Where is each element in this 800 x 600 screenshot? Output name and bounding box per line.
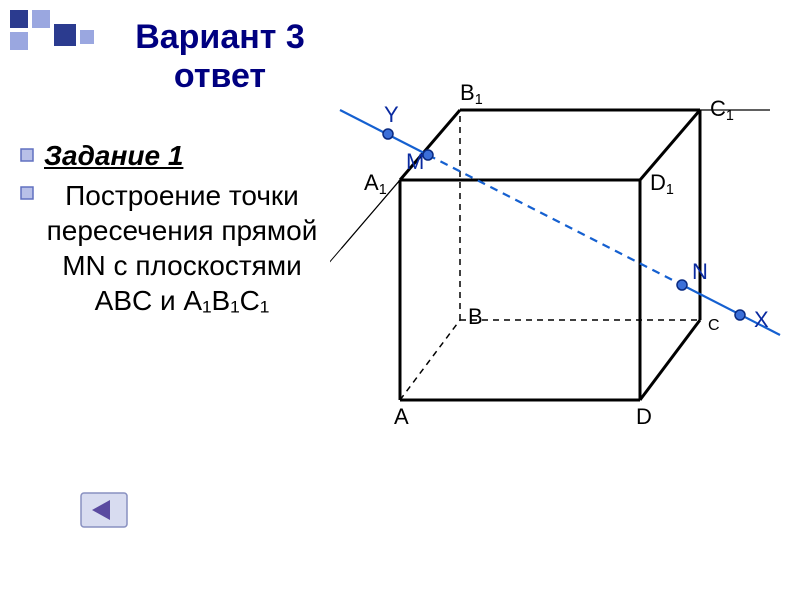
bullet-task-body: Построение точки пересечения прямой MN с… xyxy=(20,178,320,318)
slide-title: Вариант 3 ответ xyxy=(90,18,350,96)
svg-text:C1: C1 xyxy=(710,96,734,124)
task-heading-text: Задание 1 xyxy=(44,140,183,172)
cube-svg: A D B C A1 D1 B1 C1 YM N X xyxy=(330,80,790,440)
bullet-task-heading: Задание 1 xyxy=(20,140,320,172)
svg-text:Y: Y xyxy=(384,102,399,127)
svg-text:B1: B1 xyxy=(460,80,483,108)
svg-text:A1: A1 xyxy=(364,170,387,198)
nav-back-button[interactable] xyxy=(80,492,128,528)
bullet-icon xyxy=(20,186,34,200)
svg-text:C: C xyxy=(708,317,720,334)
svg-text:M: M xyxy=(406,149,424,174)
svg-text:D1: D1 xyxy=(650,170,674,198)
svg-text:N: N xyxy=(692,259,708,284)
svg-text:X: X xyxy=(754,307,769,332)
task-body-text: Построение точки пересечения прямой MN с… xyxy=(44,178,320,318)
svg-text:B: B xyxy=(468,304,483,329)
svg-text:A: A xyxy=(394,404,409,429)
svg-text:D: D xyxy=(636,404,652,429)
bullet-icon xyxy=(20,148,34,162)
nav-back-icon xyxy=(80,492,128,528)
body-text: Задание 1 Построение точки пересечения п… xyxy=(20,140,320,324)
cube-diagram: A D B C A1 D1 B1 C1 YM N X xyxy=(330,80,790,440)
